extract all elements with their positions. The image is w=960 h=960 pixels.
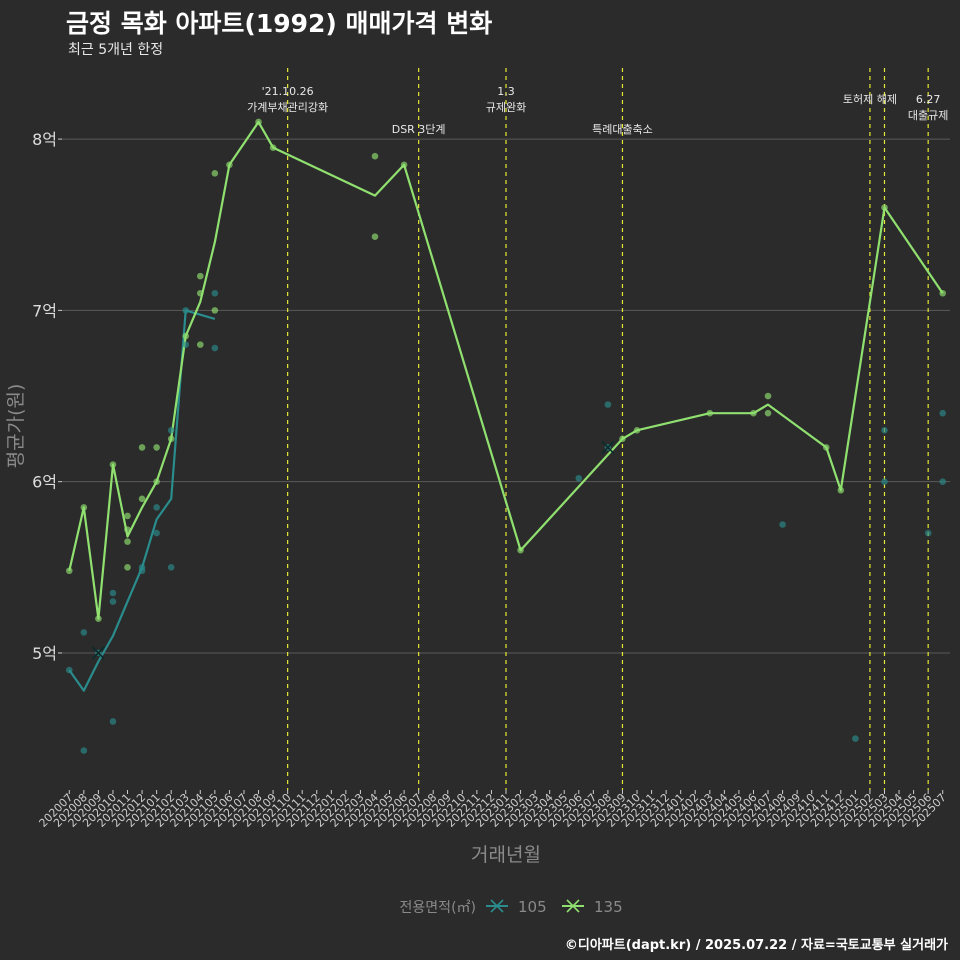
event-lines-layer: [287, 68, 929, 790]
data-point-105: [211, 344, 219, 352]
data-point-135: [124, 564, 131, 571]
points-layer: [65, 118, 947, 754]
data-point-105: [80, 629, 88, 636]
data-point-135: [371, 233, 379, 241]
y-tick-label: 7억: [32, 301, 57, 320]
legend-label: 105: [518, 898, 547, 916]
data-point-105: [167, 564, 175, 571]
data-point-135: [80, 504, 88, 511]
y-axis-title: 평균가(원): [5, 384, 27, 469]
data-point-135: [196, 289, 204, 297]
data-point-135: [764, 392, 772, 400]
legend-label: 135: [594, 898, 623, 916]
data-point-135: [226, 161, 233, 169]
data-point-105: [153, 504, 160, 511]
event-label: 토허제 해제: [843, 92, 897, 106]
data-point-105: [604, 401, 612, 408]
data-point-135: [269, 144, 277, 151]
x-axis-title: 거래년월: [471, 844, 541, 866]
legend-key-cross: [566, 899, 580, 913]
event-label: 특례대출축소: [592, 123, 653, 136]
data-point-135: [124, 512, 131, 520]
data-point-105: [575, 474, 583, 482]
data-point-135: [153, 478, 160, 485]
data-point-105: [211, 289, 219, 297]
y-tick-label: 8억: [32, 130, 57, 149]
data-point-135: [255, 118, 262, 126]
data-point-135: [138, 495, 146, 503]
data-point-135: [881, 204, 888, 211]
legend-item-135: 135: [562, 898, 623, 916]
data-point-135: [822, 444, 830, 451]
data-point-135: [939, 289, 947, 297]
chart-title: 금정 목화 아파트(1992) 매매가격 변화: [66, 9, 493, 38]
data-point-105: [182, 307, 190, 314]
legend-layer: 전용면적(㎡) 105 135: [400, 898, 623, 916]
data-point-105: [881, 426, 888, 434]
series-line-105: [68, 309, 216, 692]
data-point-135: [211, 307, 219, 314]
event-label: DSR 3단계: [392, 123, 446, 136]
data-point-135: [706, 409, 714, 417]
data-point-135: [196, 272, 204, 280]
data-point-135: [400, 161, 408, 169]
data-point-105: [80, 747, 88, 754]
data-point-105: [109, 598, 117, 605]
axis-layer: 5억6억7억8억20200720200820200920201020201120…: [5, 130, 949, 866]
data-point-135: [750, 409, 757, 417]
data-point-135: [619, 435, 626, 443]
event-label: 6.27: [916, 93, 941, 106]
data-point-135: [124, 526, 131, 533]
data-point-135: [65, 567, 73, 575]
data-point-105: [881, 478, 888, 485]
data-point-105: [939, 478, 947, 485]
event-label: 대출규제: [908, 109, 948, 122]
data-point-105: [779, 521, 786, 528]
data-point-135: [153, 444, 160, 451]
legend-key-cross: [490, 899, 504, 913]
event-label: 규제완화: [486, 101, 526, 114]
data-point-135: [211, 170, 219, 177]
cross-stroke: [601, 440, 615, 454]
y-tick-label: 5억: [32, 644, 57, 663]
y-tick-label: 6억: [32, 473, 57, 492]
data-point-105: [182, 341, 190, 348]
legend-item-105: 105: [486, 898, 547, 916]
cross-stroke: [91, 646, 105, 660]
data-point-105: [65, 666, 73, 674]
cross-mark-105: [601, 440, 615, 454]
data-point-105: [109, 589, 117, 597]
data-point-105: [138, 567, 146, 575]
data-point-135: [371, 152, 379, 160]
data-point-105: [924, 529, 932, 537]
data-point-105: [939, 409, 947, 417]
data-point-135: [517, 546, 524, 554]
data-point-135: [138, 444, 146, 451]
data-point-105: [153, 529, 160, 537]
legend-title: 전용면적(㎡): [400, 900, 476, 916]
data-point-135: [109, 461, 117, 468]
event-label: 1.3: [497, 85, 515, 98]
data-point-135: [633, 426, 641, 434]
chart-subtitle: 최근 5개년 한정: [68, 42, 164, 58]
chart-caption: ©디아파트(dapt.kr) / 2025.07.22 / 자료=국토교통부 실…: [564, 938, 948, 953]
event-label: '21.10.26: [262, 85, 314, 98]
event-label: 가계부채관리강화: [247, 101, 328, 114]
data-point-135: [764, 409, 772, 417]
cross-mark-105: [91, 646, 105, 660]
data-point-105: [852, 735, 859, 742]
data-point-135: [182, 332, 190, 340]
data-point-105: [167, 426, 175, 434]
data-point-135: [837, 486, 845, 494]
data-point-135: [167, 435, 175, 443]
data-point-105: [109, 718, 117, 725]
data-point-135: [95, 615, 102, 623]
data-point-135: [124, 538, 131, 545]
data-point-135: [196, 341, 204, 348]
